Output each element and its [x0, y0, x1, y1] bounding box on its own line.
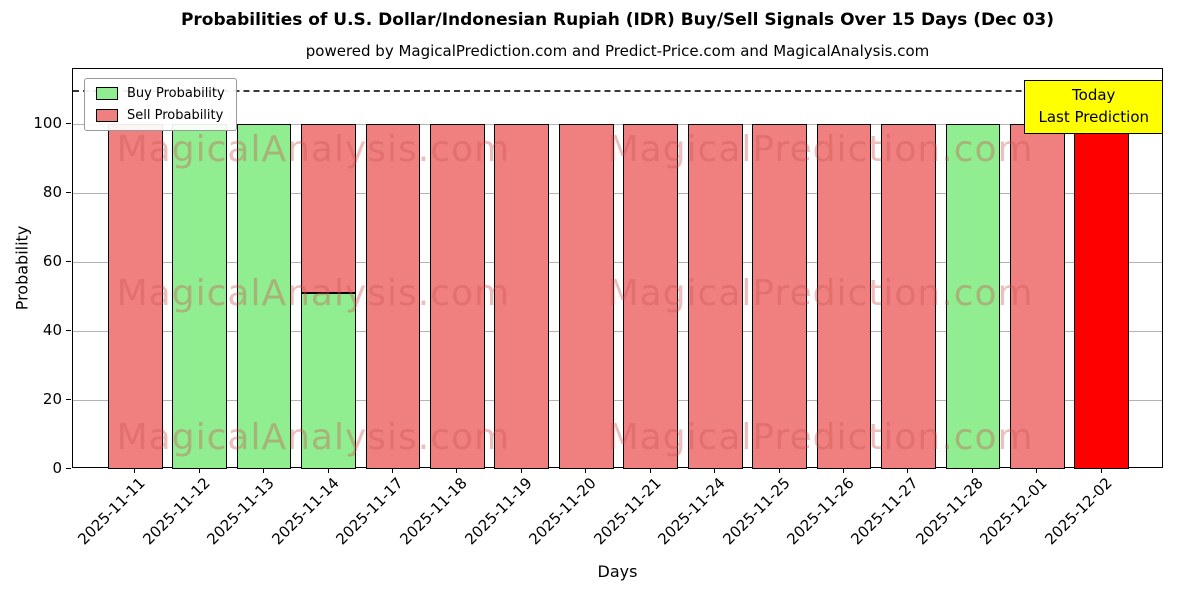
- x-tick-mark: [520, 468, 522, 473]
- threshold-dashed-line: [73, 89, 1162, 92]
- bar-segment: [430, 124, 485, 469]
- bar-segment: [623, 124, 679, 469]
- x-tick-mark: [907, 468, 909, 473]
- bar-segment: [1009, 124, 1065, 469]
- x-tick-mark: [585, 468, 587, 473]
- bar-segment: [945, 124, 1001, 469]
- y-gridline: [73, 193, 1162, 195]
- bar-segment: [365, 124, 421, 469]
- legend-item-buy: Buy Probability: [96, 86, 225, 101]
- y-tick-mark: [66, 330, 71, 332]
- chart-title: Probabilities of U.S. Dollar/Indonesian …: [180, 10, 1055, 30]
- x-tick-mark: [649, 468, 651, 473]
- x-tick-mark: [778, 468, 780, 473]
- x-tick-mark: [456, 468, 458, 473]
- y-tick-label: 80: [42, 183, 62, 202]
- x-tick-mark: [198, 468, 200, 473]
- y-gridline: [73, 124, 1162, 126]
- today-annotation-box: Today Last Prediction: [1024, 80, 1163, 134]
- y-tick-mark: [66, 123, 71, 125]
- bar-segment: [301, 293, 356, 469]
- x-axis-label: Days: [597, 562, 638, 581]
- y-gridline: [73, 331, 1162, 333]
- y-gridline: [73, 400, 1162, 402]
- bar-segment: [881, 124, 936, 469]
- y-tick-label: 20: [42, 390, 62, 409]
- y-gridline: [73, 262, 1162, 264]
- bar-segment: [1074, 124, 1130, 469]
- x-tick-mark: [714, 468, 716, 473]
- y-tick-label: 100: [33, 114, 62, 133]
- y-tick-mark: [66, 261, 71, 263]
- y-tick-label: 40: [42, 321, 62, 340]
- bar-segment: [301, 124, 356, 294]
- y-tick-mark: [66, 468, 71, 469]
- annotation-line-last-prediction: Last Prediction: [1038, 107, 1149, 126]
- bar-segment: [494, 124, 550, 469]
- buy-probability-swatch: [96, 87, 118, 100]
- bar-segment: [107, 124, 163, 469]
- bar-segment: [236, 124, 292, 469]
- bar-segment: [687, 124, 743, 469]
- x-tick-mark: [134, 468, 136, 473]
- x-tick-mark: [1036, 468, 1038, 473]
- sell-probability-swatch: [96, 109, 118, 122]
- x-tick-mark: [391, 468, 393, 473]
- x-tick-mark: [263, 468, 265, 473]
- x-tick-mark: [971, 468, 973, 473]
- bar-segment: [752, 124, 807, 469]
- legend-label-buy: Buy Probability: [127, 86, 225, 101]
- legend-label-sell: Sell Probability: [127, 108, 224, 123]
- annotation-line-today: Today: [1072, 86, 1116, 104]
- x-tick-mark: [843, 468, 845, 473]
- bar-segment: [816, 124, 872, 469]
- x-tick-mark: [1100, 468, 1102, 473]
- chart-subtitle: powered by MagicalPrediction.com and Pre…: [305, 42, 930, 60]
- y-tick-label: 0: [52, 459, 62, 477]
- y-tick-mark: [66, 192, 71, 194]
- legend-item-sell: Sell Probability: [96, 108, 225, 123]
- y-tick-label: 60: [42, 252, 62, 271]
- bar-segment: [558, 124, 614, 469]
- x-tick-mark: [327, 468, 329, 473]
- legend: Buy Probability Sell Probability: [84, 78, 237, 131]
- bar-segment: [172, 124, 228, 469]
- y-tick-mark: [66, 399, 71, 401]
